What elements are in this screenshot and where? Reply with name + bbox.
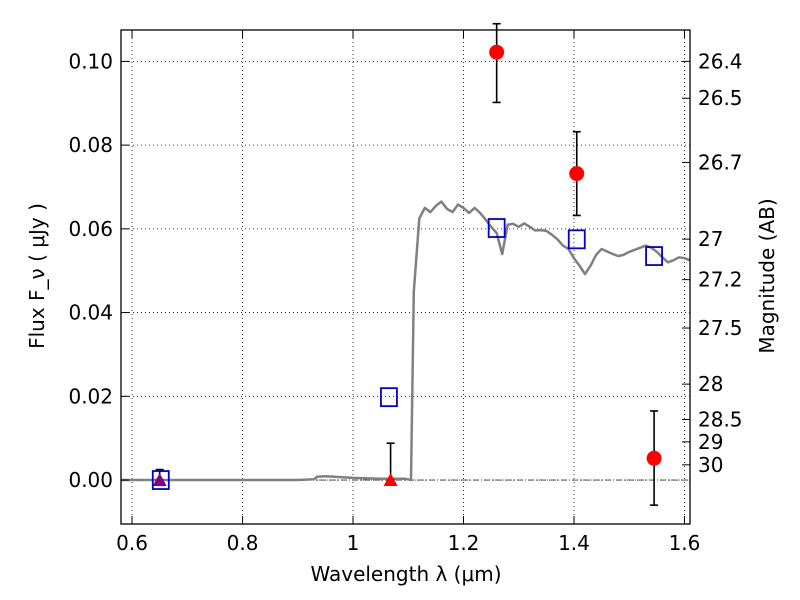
magnitude-tick-label: 28 — [698, 372, 723, 396]
markers — [151, 44, 663, 490]
magnitude-tick-label: 30 — [698, 453, 723, 477]
model-photometry-box — [567, 229, 586, 250]
model-photometry-box — [151, 470, 170, 490]
detection-point — [646, 450, 662, 466]
magnitude-tick-label: 26.7 — [698, 150, 743, 174]
y-tick-label: 0.06 — [68, 217, 113, 241]
y-axis-label: Flux F_ν ( μJy ) — [25, 203, 49, 349]
magnitude-tick-label: 29 — [698, 430, 723, 454]
model-sed-line — [121, 200, 691, 482]
x-tick-label: 0.8 — [227, 531, 259, 555]
error-bars — [155, 22, 659, 506]
x-tick-label: 1.6 — [669, 531, 701, 555]
magnitude-tick-label: 27 — [698, 227, 723, 251]
upper-limit-triangle — [383, 473, 398, 487]
plot-frame — [120, 29, 691, 525]
magnitude-tick-label: 28.5 — [698, 408, 743, 432]
grid — [121, 30, 690, 524]
model-photometry-box — [645, 246, 663, 266]
magnitude-axis-label: Magnitude (AB) — [755, 198, 779, 353]
y-tick-label: 0.08 — [68, 133, 113, 157]
x-axis-ticks: 0.6 0.8 1 1.2 1.4 1.6 — [116, 30, 700, 555]
magnitude-tick-label: 26.4 — [698, 49, 743, 73]
x-tick-label: 1 — [347, 531, 360, 555]
model-photometry-box — [380, 387, 398, 408]
y-tick-label: 0.04 — [68, 301, 113, 325]
magnitude-tick-label: 27.2 — [698, 268, 743, 292]
detection-point — [489, 44, 505, 60]
x-axis-label: Wavelength λ (μm) — [310, 562, 501, 586]
detection-point — [569, 166, 585, 182]
model-sed — [121, 200, 691, 482]
model-photometry-box — [487, 218, 506, 238]
y-tick-label: 0.00 — [68, 468, 113, 492]
x-tick-label: 1.2 — [448, 531, 480, 555]
magnitude-tick-label: 26.5 — [698, 86, 743, 110]
y-axis-ticks: 0.00 0.02 0.04 0.06 0.08 0.10 — [68, 49, 129, 492]
y-tick-label: 0.10 — [68, 49, 113, 73]
x-tick-label: 1.4 — [558, 531, 590, 555]
x-tick-label: 0.6 — [116, 531, 148, 555]
upper-limit-triangle — [152, 473, 167, 487]
magnitude-tick-label: 27.5 — [698, 316, 743, 340]
y-tick-label: 0.02 — [68, 384, 113, 408]
